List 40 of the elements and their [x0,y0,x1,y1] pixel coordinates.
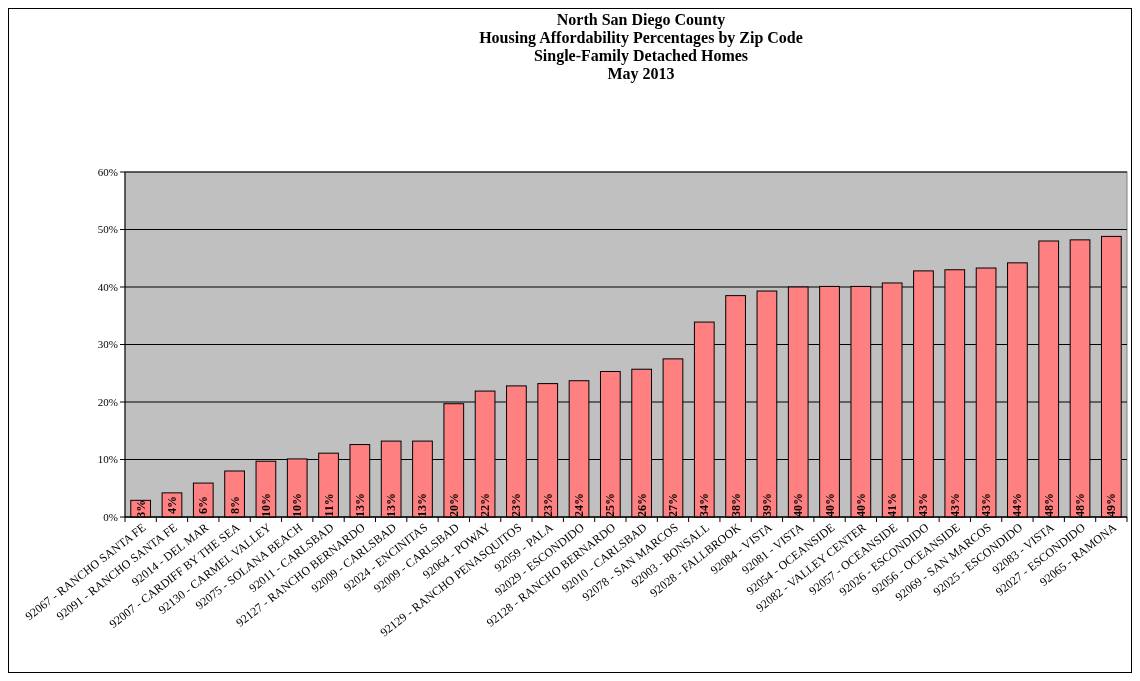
y-tick-label: 50% [97,223,118,236]
data-label: 23% [540,493,555,517]
data-label: 10% [290,493,305,517]
data-label: 22% [478,493,493,517]
data-label: 25% [603,493,618,517]
y-tick-label: 60% [97,165,118,178]
data-label: 43% [979,493,994,517]
data-label: 34% [697,493,712,517]
chart-title: North San Diego County Housing Affordability Percentages by Zip Code Single-Family Detached Homes May 2013 [479,11,803,83]
data-label: 8% [227,496,242,514]
data-label: 11% [321,493,336,517]
data-label: 20% [446,493,461,517]
y-tick-label: 30% [97,338,118,351]
y-tick-label: 0% [103,510,118,523]
data-label: 38% [728,493,743,517]
data-label: 3% [133,499,148,518]
data-label: 27% [665,493,680,517]
data-label: 26% [634,493,649,517]
data-label: 41% [885,493,900,517]
y-tick-label: 40% [97,280,118,293]
data-label: 13% [415,493,430,517]
y-tick-label: 20% [97,395,118,408]
data-label: 40% [853,493,868,517]
data-label: 23% [509,493,524,517]
data-label: 13% [384,493,399,517]
data-label: 48% [1073,493,1088,517]
data-label: 48% [1041,493,1056,517]
data-label: 40% [822,493,837,517]
data-label: 6% [196,496,211,514]
data-label: 43% [947,493,962,517]
data-label: 44% [1010,493,1025,517]
data-label: 24% [572,493,587,517]
data-label: 10% [258,493,273,517]
data-label: 39% [759,493,774,517]
data-label: 13% [352,493,367,517]
data-label: 4% [164,496,179,514]
data-label: 40% [791,493,806,517]
y-tick-label: 10% [97,453,118,466]
data-label: 43% [916,493,931,517]
data-label: 49% [1104,493,1119,517]
